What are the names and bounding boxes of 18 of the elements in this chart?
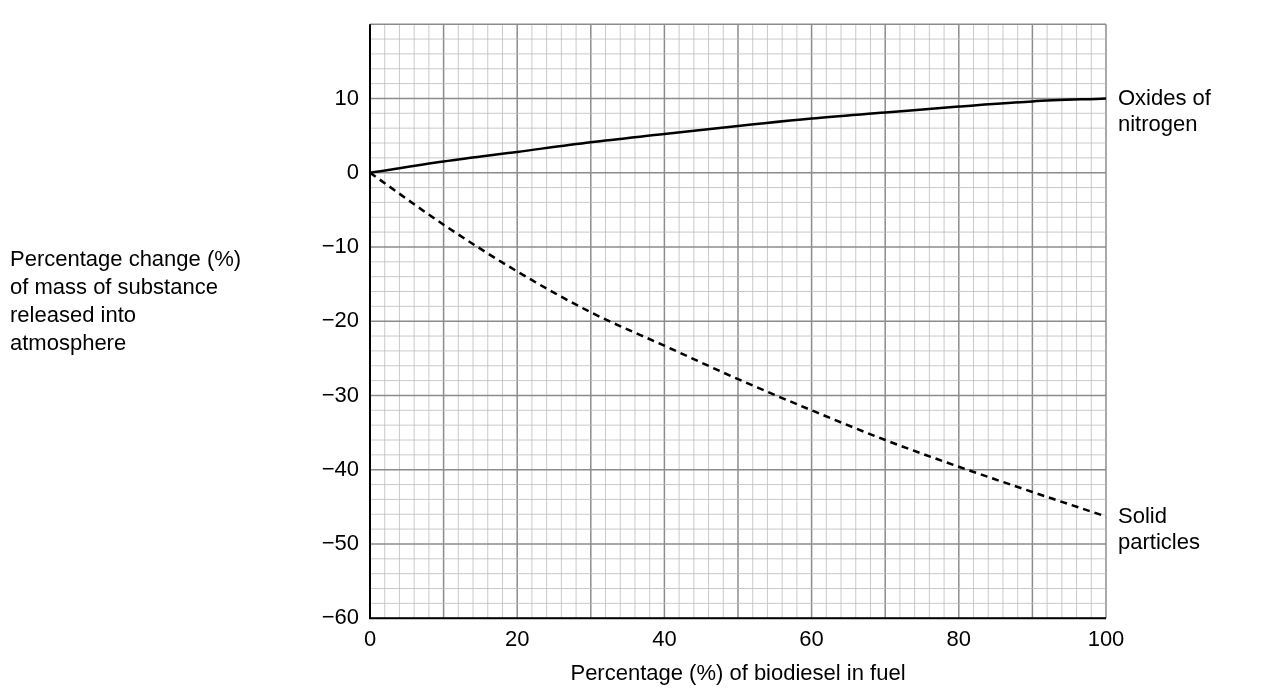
y-tick-label: −50 [321,530,359,556]
series-label: Solid particles [1118,502,1200,554]
x-axis-title: Percentage (%) of biodiesel in fuel [570,659,906,685]
y-axis-title: Percentage change (%) of mass of substance released into atmosphere [10,245,243,357]
x-tick-label: 60 [799,626,824,652]
x-tick-label: 100 [1087,626,1125,652]
y-tick-label: −30 [321,381,359,407]
y-tick-label: −60 [321,604,359,630]
series-label: Oxides of nitrogen [1118,84,1212,136]
x-tick-label: 80 [946,626,972,652]
x-tick-label: 20 [504,626,530,652]
y-tick-label: 10 [334,84,359,110]
y-tick-label: −10 [321,233,359,259]
y-tick-label: −20 [321,307,359,333]
x-tick-label: 0 [363,626,377,652]
y-tick-label: 0 [346,158,359,184]
y-tick-label: −40 [321,455,359,481]
x-tick-label: 40 [652,626,677,652]
